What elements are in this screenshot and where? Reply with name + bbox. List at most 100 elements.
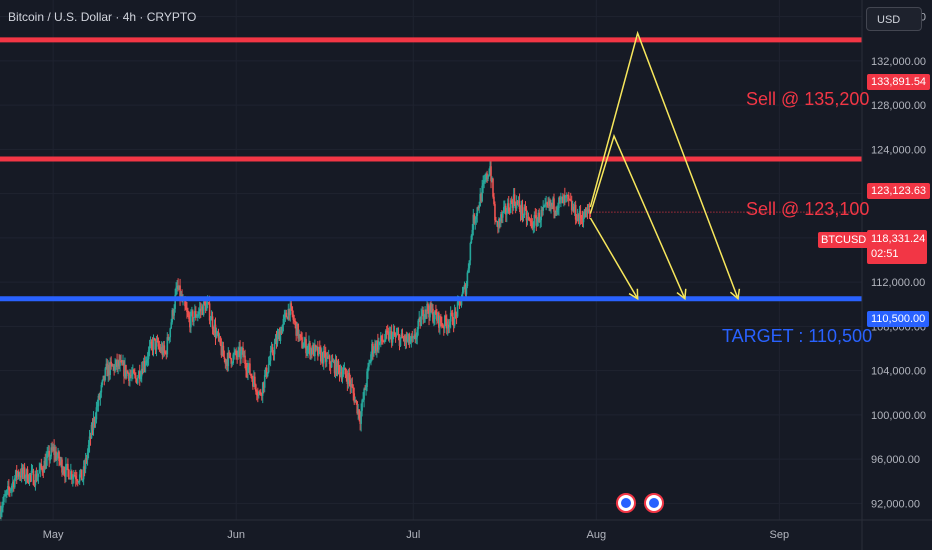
candle-body <box>529 219 532 221</box>
candle-body <box>209 320 212 322</box>
candle-body <box>410 336 413 342</box>
candle-body <box>40 464 43 468</box>
candle-body <box>257 391 260 396</box>
candle-body <box>444 315 447 322</box>
candle-body <box>55 451 57 460</box>
candle-body <box>127 371 129 374</box>
candle-body <box>368 363 370 367</box>
candle-body <box>51 447 53 450</box>
candle-body <box>552 198 554 206</box>
candle-body <box>510 200 513 202</box>
candle-body <box>327 355 330 358</box>
candle-body <box>313 345 315 357</box>
candle-body <box>430 303 432 312</box>
candle-body <box>463 284 466 289</box>
candle-body <box>544 203 546 206</box>
candle-body <box>587 209 590 212</box>
candle-body <box>416 329 419 338</box>
candle-body <box>198 308 201 312</box>
candle-body <box>565 195 567 198</box>
candle-body <box>167 337 170 340</box>
candle-body <box>80 469 83 481</box>
candle-body <box>417 320 420 330</box>
candle-body <box>312 345 314 354</box>
candle-body <box>548 200 550 206</box>
candle-body <box>341 374 344 379</box>
candle-body <box>421 310 423 316</box>
candle-body <box>339 372 342 376</box>
candle-body <box>217 332 220 339</box>
candle-body <box>67 463 69 470</box>
candle-body <box>435 310 437 315</box>
candle-body <box>316 347 318 349</box>
candle-body <box>141 368 144 373</box>
candle-body <box>396 333 399 335</box>
candle-body <box>257 395 259 397</box>
candle-body <box>438 312 440 328</box>
candle-body <box>456 301 459 317</box>
candle-body <box>168 337 171 340</box>
candle-body <box>72 477 74 479</box>
candle-body <box>412 337 415 339</box>
candle-body <box>137 371 140 378</box>
candle-body <box>411 336 414 339</box>
candle-body <box>203 301 206 304</box>
candle-body <box>126 371 128 377</box>
candle-body <box>490 166 492 182</box>
candle-body <box>267 364 270 373</box>
candle-body <box>293 319 296 321</box>
candle-body <box>514 203 517 209</box>
projection-path <box>589 217 639 300</box>
candle-body <box>401 333 404 338</box>
candle-body <box>248 363 250 367</box>
candle-body <box>121 361 123 365</box>
candle-body <box>201 306 204 315</box>
candle-body <box>68 469 70 480</box>
candle-body <box>117 360 119 368</box>
candle-body <box>259 391 262 395</box>
candle-body <box>249 363 251 375</box>
candle-body <box>326 356 329 358</box>
candle-body <box>297 323 299 339</box>
candle-body <box>572 206 575 212</box>
candle-body <box>555 210 557 213</box>
level-tag-123123: 123,123.63 <box>867 183 931 199</box>
projection-arrowhead <box>676 288 687 301</box>
candle-body <box>273 344 276 355</box>
candle-body <box>49 456 51 461</box>
candle-body <box>164 351 167 353</box>
candle-body <box>283 314 286 319</box>
candle-body <box>571 206 574 211</box>
candle-body <box>530 220 533 223</box>
candle-body <box>93 418 96 422</box>
time-axis[interactable]: May Jun Jul Aug Sep <box>0 519 932 541</box>
candle-body <box>451 313 454 325</box>
candle-body <box>256 391 258 396</box>
candle-body <box>361 400 363 411</box>
candle-body <box>238 347 240 350</box>
candle-body <box>479 193 482 207</box>
candle-body <box>110 361 112 365</box>
grid-lines <box>0 0 862 520</box>
candle-body <box>551 203 553 206</box>
price-tick-label: 92,000.00 <box>871 498 920 510</box>
annotation-target-110500: TARGET : 110,500 <box>722 326 873 346</box>
currency-button[interactable]: USD <box>866 7 922 31</box>
time-tick-label: Jun <box>227 529 245 541</box>
candle-body <box>32 470 35 485</box>
candle-body <box>573 204 576 212</box>
candle-body <box>246 370 248 373</box>
candle-body <box>174 294 176 309</box>
candle-body <box>391 334 394 343</box>
candle-body <box>131 374 133 376</box>
candle-body <box>130 375 132 377</box>
candle-body <box>454 311 457 313</box>
candle-body <box>441 322 443 327</box>
candle-body <box>27 482 30 484</box>
candle-body <box>254 376 256 385</box>
candle-body <box>12 481 15 488</box>
candle-body <box>140 368 143 377</box>
candle-body <box>434 310 436 320</box>
candle-body <box>332 361 335 363</box>
